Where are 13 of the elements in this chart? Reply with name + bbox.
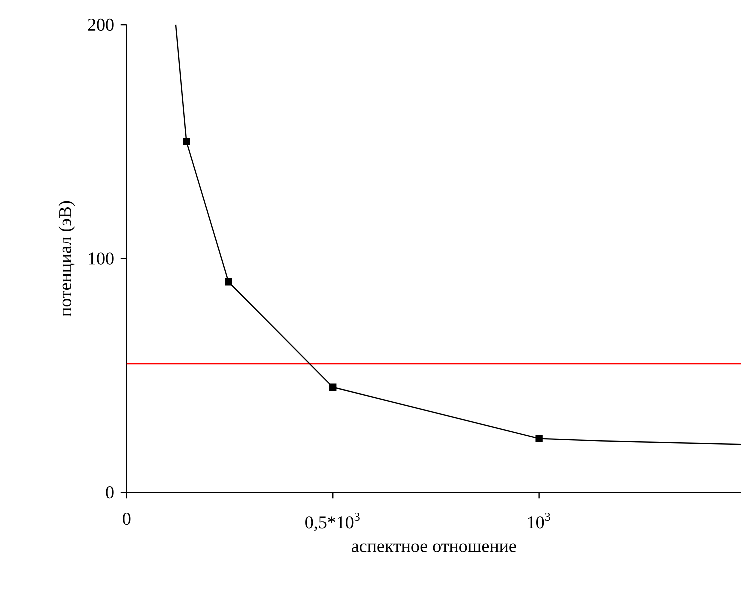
point (536, 435, 543, 443)
point (330, 384, 337, 392)
point (225, 278, 232, 286)
point (183, 138, 190, 146)
y-axis-title: потенциал (эВ) (58, 202, 76, 317)
x-tick-label: 0 (123, 513, 131, 526)
x-axis-title: аспектное отношение (352, 544, 516, 553)
y-tick-label: 200 (88, 19, 114, 32)
y-tick-label: 0 (106, 486, 114, 499)
x-tick-label: 10$^{3}$ (528, 513, 550, 529)
y-tick-label: 100 (89, 252, 114, 266)
x-tick-label: 0,5*10$^{3}$ (306, 513, 360, 532)
line-series (175, 24, 742, 446)
